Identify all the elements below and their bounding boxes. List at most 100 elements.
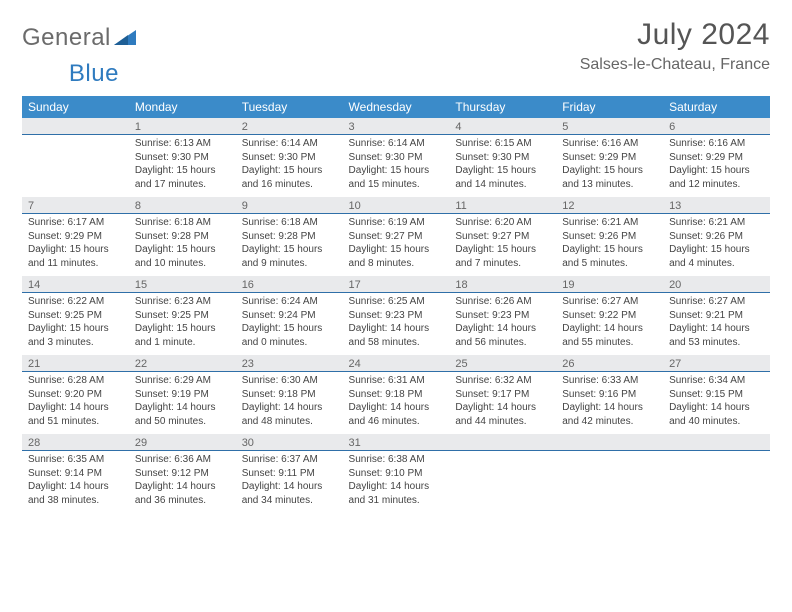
day-number-bar: 2: [236, 118, 343, 135]
daylight-text: Daylight: 14 hours and 58 minutes.: [349, 322, 448, 349]
calendar-cell: 1Sunrise: 6:13 AMSunset: 9:30 PMDaylight…: [129, 118, 236, 197]
cell-body: Sunrise: 6:21 AMSunset: 9:26 PMDaylight:…: [663, 214, 770, 276]
daylight-text: Daylight: 14 hours and 55 minutes.: [562, 322, 661, 349]
daylight-text: Daylight: 14 hours and 31 minutes.: [349, 480, 448, 507]
cell-body: Sunrise: 6:37 AMSunset: 9:11 PMDaylight:…: [236, 451, 343, 513]
sunrise-text: Sunrise: 6:18 AM: [242, 216, 341, 230]
cell-body: Sunrise: 6:14 AMSunset: 9:30 PMDaylight:…: [236, 135, 343, 197]
daylight-text: Daylight: 15 hours and 8 minutes.: [349, 243, 448, 270]
calendar-cell: 9Sunrise: 6:18 AMSunset: 9:28 PMDaylight…: [236, 197, 343, 276]
cell-body: Sunrise: 6:13 AMSunset: 9:30 PMDaylight:…: [129, 135, 236, 197]
daylight-text: Daylight: 15 hours and 15 minutes.: [349, 164, 448, 191]
calendar-cell: 18Sunrise: 6:26 AMSunset: 9:23 PMDayligh…: [449, 276, 556, 355]
calendar-page: General July 2024 Salses-le-Chateau, Fra…: [0, 0, 792, 513]
sunrise-text: Sunrise: 6:21 AM: [669, 216, 768, 230]
day-number-bar: 9: [236, 197, 343, 214]
cell-body: Sunrise: 6:16 AMSunset: 9:29 PMDaylight:…: [556, 135, 663, 197]
daylight-text: Daylight: 15 hours and 13 minutes.: [562, 164, 661, 191]
day-header-row: SundayMondayTuesdayWednesdayThursdayFrid…: [22, 96, 770, 118]
daylight-text: Daylight: 15 hours and 5 minutes.: [562, 243, 661, 270]
calendar-cell: 19Sunrise: 6:27 AMSunset: 9:22 PMDayligh…: [556, 276, 663, 355]
calendar-week-row: 28Sunrise: 6:35 AMSunset: 9:14 PMDayligh…: [22, 434, 770, 513]
sunrise-text: Sunrise: 6:32 AM: [455, 374, 554, 388]
sunrise-text: Sunrise: 6:23 AM: [135, 295, 234, 309]
day-number-bar: 10: [343, 197, 450, 214]
calendar-cell: 31Sunrise: 6:38 AMSunset: 9:10 PMDayligh…: [343, 434, 450, 513]
day-header: Thursday: [449, 96, 556, 118]
sunrise-text: Sunrise: 6:14 AM: [242, 137, 341, 151]
daylight-text: Daylight: 14 hours and 40 minutes.: [669, 401, 768, 428]
sunset-text: Sunset: 9:12 PM: [135, 467, 234, 481]
sunset-text: Sunset: 9:30 PM: [455, 151, 554, 165]
daylight-text: Daylight: 14 hours and 42 minutes.: [562, 401, 661, 428]
calendar-cell: 30Sunrise: 6:37 AMSunset: 9:11 PMDayligh…: [236, 434, 343, 513]
day-number-bar: 26: [556, 355, 663, 372]
day-number-bar: 8: [129, 197, 236, 214]
calendar-cell: 28Sunrise: 6:35 AMSunset: 9:14 PMDayligh…: [22, 434, 129, 513]
day-number-bar: 31: [343, 434, 450, 451]
calendar-cell: 27Sunrise: 6:34 AMSunset: 9:15 PMDayligh…: [663, 355, 770, 434]
daylight-text: Daylight: 14 hours and 56 minutes.: [455, 322, 554, 349]
calendar-cell: 4Sunrise: 6:15 AMSunset: 9:30 PMDaylight…: [449, 118, 556, 197]
sunrise-text: Sunrise: 6:16 AM: [562, 137, 661, 151]
cell-body: Sunrise: 6:25 AMSunset: 9:23 PMDaylight:…: [343, 293, 450, 355]
cell-body: [556, 451, 663, 513]
daylight-text: Daylight: 15 hours and 14 minutes.: [455, 164, 554, 191]
daylight-text: Daylight: 15 hours and 4 minutes.: [669, 243, 768, 270]
calendar-cell: 2Sunrise: 6:14 AMSunset: 9:30 PMDaylight…: [236, 118, 343, 197]
sunset-text: Sunset: 9:30 PM: [242, 151, 341, 165]
cell-body: Sunrise: 6:27 AMSunset: 9:22 PMDaylight:…: [556, 293, 663, 355]
daylight-text: Daylight: 15 hours and 1 minute.: [135, 322, 234, 349]
sunrise-text: Sunrise: 6:27 AM: [669, 295, 768, 309]
day-number-bar: 6: [663, 118, 770, 135]
cell-body: Sunrise: 6:22 AMSunset: 9:25 PMDaylight:…: [22, 293, 129, 355]
daylight-text: Daylight: 14 hours and 38 minutes.: [28, 480, 127, 507]
sunset-text: Sunset: 9:17 PM: [455, 388, 554, 402]
daylight-text: Daylight: 15 hours and 10 minutes.: [135, 243, 234, 270]
day-number-bar: [556, 434, 663, 451]
sunrise-text: Sunrise: 6:26 AM: [455, 295, 554, 309]
day-number-bar: 5: [556, 118, 663, 135]
sunrise-text: Sunrise: 6:34 AM: [669, 374, 768, 388]
sunrise-text: Sunrise: 6:31 AM: [349, 374, 448, 388]
sunset-text: Sunset: 9:27 PM: [349, 230, 448, 244]
sunrise-text: Sunrise: 6:17 AM: [28, 216, 127, 230]
daylight-text: Daylight: 15 hours and 7 minutes.: [455, 243, 554, 270]
sunset-text: Sunset: 9:19 PM: [135, 388, 234, 402]
sunset-text: Sunset: 9:18 PM: [242, 388, 341, 402]
day-number-bar: 3: [343, 118, 450, 135]
cell-body: [22, 135, 129, 197]
daylight-text: Daylight: 14 hours and 50 minutes.: [135, 401, 234, 428]
calendar-cell: 5Sunrise: 6:16 AMSunset: 9:29 PMDaylight…: [556, 118, 663, 197]
location-label: Salses-le-Chateau, France: [580, 56, 770, 74]
sunset-text: Sunset: 9:29 PM: [562, 151, 661, 165]
day-number-bar: 12: [556, 197, 663, 214]
calendar-cell: 7Sunrise: 6:17 AMSunset: 9:29 PMDaylight…: [22, 197, 129, 276]
sunrise-text: Sunrise: 6:28 AM: [28, 374, 127, 388]
sunset-text: Sunset: 9:30 PM: [349, 151, 448, 165]
sunrise-text: Sunrise: 6:25 AM: [349, 295, 448, 309]
calendar-cell: 17Sunrise: 6:25 AMSunset: 9:23 PMDayligh…: [343, 276, 450, 355]
day-number-bar: 25: [449, 355, 556, 372]
calendar-cell: 25Sunrise: 6:32 AMSunset: 9:17 PMDayligh…: [449, 355, 556, 434]
calendar-table: SundayMondayTuesdayWednesdayThursdayFrid…: [22, 96, 770, 513]
cell-body: Sunrise: 6:34 AMSunset: 9:15 PMDaylight:…: [663, 372, 770, 434]
cell-body: Sunrise: 6:15 AMSunset: 9:30 PMDaylight:…: [449, 135, 556, 197]
daylight-text: Daylight: 14 hours and 36 minutes.: [135, 480, 234, 507]
calendar-cell: 6Sunrise: 6:16 AMSunset: 9:29 PMDaylight…: [663, 118, 770, 197]
calendar-header: SundayMondayTuesdayWednesdayThursdayFrid…: [22, 96, 770, 118]
brand-logo: General: [22, 18, 138, 52]
day-header: Tuesday: [236, 96, 343, 118]
sunrise-text: Sunrise: 6:30 AM: [242, 374, 341, 388]
sunset-text: Sunset: 9:28 PM: [135, 230, 234, 244]
sunrise-text: Sunrise: 6:21 AM: [562, 216, 661, 230]
calendar-cell: 16Sunrise: 6:24 AMSunset: 9:24 PMDayligh…: [236, 276, 343, 355]
calendar-cell: 15Sunrise: 6:23 AMSunset: 9:25 PMDayligh…: [129, 276, 236, 355]
sunset-text: Sunset: 9:20 PM: [28, 388, 127, 402]
day-number-bar: 1: [129, 118, 236, 135]
sunrise-text: Sunrise: 6:29 AM: [135, 374, 234, 388]
cell-body: Sunrise: 6:29 AMSunset: 9:19 PMDaylight:…: [129, 372, 236, 434]
cell-body: Sunrise: 6:17 AMSunset: 9:29 PMDaylight:…: [22, 214, 129, 276]
sunrise-text: Sunrise: 6:19 AM: [349, 216, 448, 230]
day-number-bar: 29: [129, 434, 236, 451]
